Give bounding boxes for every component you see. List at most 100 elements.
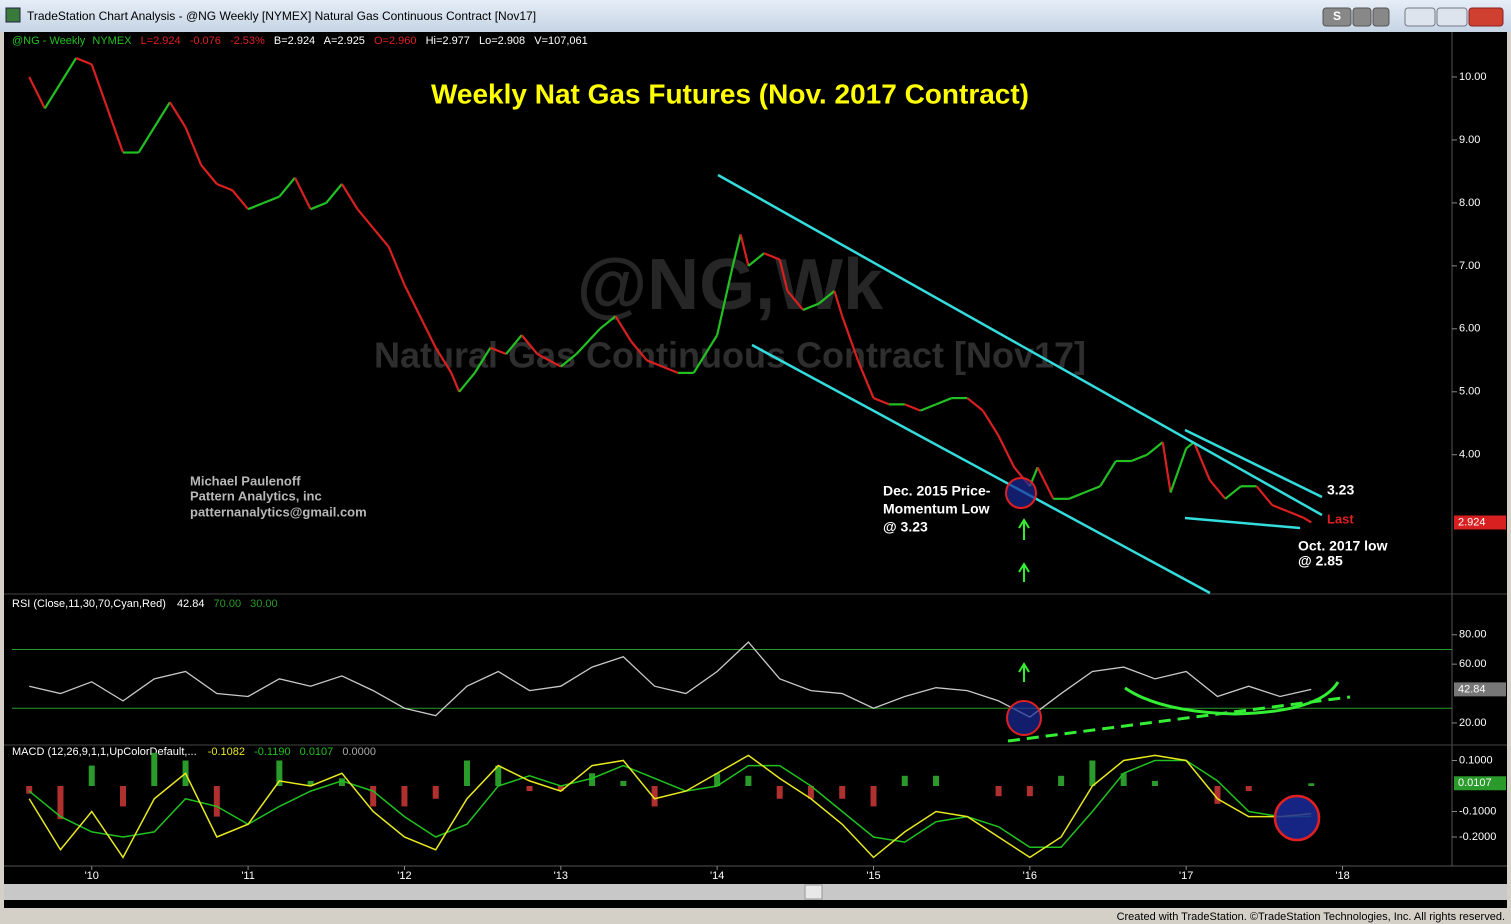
price-segment — [263, 195, 280, 204]
quote-item: Hi=2.977 — [426, 35, 470, 47]
y-tick-label: 0.1000 — [1459, 754, 1493, 766]
y-tick-label: 4.00 — [1459, 449, 1480, 461]
signal-line — [28, 759, 1312, 848]
price-segment — [614, 315, 633, 342]
watermark-name: Natural Gas Continuous Contract [Nov17] — [374, 335, 1086, 376]
price-segment — [137, 114, 164, 154]
price-segment — [646, 359, 663, 368]
trend-line — [717, 173, 1323, 517]
price-segment — [997, 435, 1016, 468]
price-segment — [161, 101, 171, 116]
price-segment — [434, 347, 453, 374]
highlight-circle — [1006, 700, 1042, 736]
price-segment — [106, 108, 125, 153]
trend-line — [1184, 428, 1323, 499]
price-segment — [692, 334, 719, 374]
histogram-bar — [776, 786, 783, 799]
last-value-label: 42.84 — [1458, 683, 1486, 695]
trend-line — [751, 343, 1211, 595]
price-segment — [310, 201, 327, 211]
price-segment — [599, 315, 617, 330]
price-segment — [747, 252, 765, 267]
price-segment — [786, 290, 804, 311]
scrollbar[interactable] — [4, 884, 1507, 900]
price-segment — [340, 183, 359, 210]
price-segment — [1131, 453, 1148, 463]
macd-reading: -0.1082 — [208, 746, 245, 758]
macd-title: MACD (12,26,9,1,1,UpColorDefault,... — [12, 746, 197, 758]
s-button[interactable] — [1322, 7, 1352, 27]
quote-item: @NG - Weekly — [12, 35, 86, 47]
price-segment — [662, 365, 679, 374]
price-segment — [75, 57, 93, 66]
histogram-bar — [1120, 773, 1127, 786]
price-segment — [387, 246, 406, 286]
quote-item: -0.076 — [190, 35, 221, 47]
price-segment — [919, 403, 937, 412]
x-tick-label: '15 — [866, 870, 880, 882]
price-segment — [833, 290, 844, 317]
histogram-bar — [120, 786, 127, 807]
price-segment — [1255, 485, 1274, 506]
price-segment — [505, 334, 523, 355]
histogram-bar — [589, 773, 596, 786]
author: patternanalytics@gmail.com — [190, 504, 367, 519]
y-tick-label: 20.00 — [1459, 717, 1487, 729]
price-segment — [966, 397, 984, 412]
histogram-bar — [870, 786, 877, 807]
annotation: Momentum Low — [883, 501, 990, 517]
dropdown-button[interactable] — [1372, 7, 1390, 27]
histogram-bar — [1089, 760, 1096, 786]
price-segment — [43, 82, 62, 110]
price-segment — [458, 372, 476, 393]
y-tick-label: -0.1000 — [1459, 805, 1496, 817]
y-tick-label: 9.00 — [1459, 134, 1480, 146]
price-segment — [1161, 441, 1172, 493]
macd-line — [28, 754, 1312, 859]
histogram-bar — [620, 780, 627, 786]
histogram-bar — [1026, 786, 1033, 797]
price-segment — [184, 126, 203, 166]
histogram-bar — [714, 773, 721, 786]
author: Pattern Analytics, inc — [190, 488, 322, 503]
macd-reading: 0.0107 — [300, 746, 334, 758]
histogram-bar — [57, 786, 64, 820]
x-tick-label: '18 — [1335, 870, 1349, 882]
minimize-button[interactable] — [1404, 7, 1436, 27]
plot-layer: 4.00 5.00 6.00 7.00 8.00 9.00 10.00 2.924 20.00 6… — [12, 57, 1506, 882]
price-segment — [90, 64, 109, 109]
x-tick-label: '16 — [1023, 870, 1037, 882]
maximize-button[interactable] — [1436, 7, 1468, 27]
price-segment — [1208, 479, 1227, 500]
price-segment — [1099, 460, 1117, 487]
histogram-bar — [338, 778, 345, 786]
watermark-symbol: @NG,Wk — [577, 245, 884, 325]
price-segment — [490, 346, 507, 356]
price-segment — [630, 340, 648, 361]
menu-button[interactable] — [1352, 7, 1372, 27]
price-segment — [1084, 485, 1101, 494]
x-tick-label: '12 — [397, 870, 411, 882]
scroll-thumb[interactable] — [804, 884, 823, 900]
price-segment — [731, 234, 742, 267]
annotation: @ 2.85 — [1298, 553, 1343, 569]
price-segment — [520, 334, 539, 355]
histogram-bar — [276, 760, 283, 786]
app-icon — [5, 7, 21, 23]
price-segment — [1287, 510, 1304, 519]
quote-item: L=2.924 — [141, 35, 181, 47]
chart-title: Weekly Nat Gas Futures (Nov. 2017 Contra… — [431, 78, 1029, 109]
price-segment — [982, 410, 1000, 437]
price-segment — [473, 347, 492, 374]
histogram-bar — [463, 760, 470, 786]
close-button[interactable] — [1468, 7, 1504, 27]
last-value-box — [1454, 776, 1506, 791]
price-segment — [216, 182, 233, 192]
annotation: Dec. 2015 Price- — [883, 483, 991, 499]
price-segment — [763, 252, 781, 261]
annotation: Oct. 2017 low — [1298, 538, 1388, 554]
x-tick-label: '10 — [85, 870, 99, 882]
price-segment — [1068, 491, 1085, 500]
